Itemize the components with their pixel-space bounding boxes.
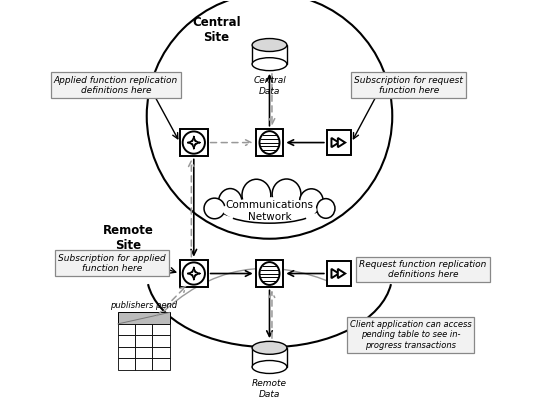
Bar [327,261,351,286]
Polygon shape [331,269,339,278]
Text: Subscription for request
function here: Subscription for request function here [354,75,463,95]
Ellipse shape [259,262,280,285]
Text: Subscription for applied
function here: Subscription for applied function here [58,254,166,273]
Bar [153,347,170,358]
Bar [180,260,208,288]
Circle shape [183,262,205,285]
Bar [153,358,170,370]
Bar [180,129,208,157]
Ellipse shape [252,342,287,354]
Bar [252,45,287,64]
Polygon shape [338,138,345,147]
Bar [255,260,284,288]
Bar [252,348,287,367]
Bar [118,335,135,347]
Ellipse shape [204,198,225,219]
Circle shape [183,131,205,154]
Text: Request function replication
definitions here: Request function replication definitions… [360,260,487,279]
Bar [118,347,135,358]
Ellipse shape [252,39,287,52]
Text: Client application can access
pending table to see in-
progress transactions: Client application can access pending ta… [350,320,472,350]
Bar [135,324,153,335]
Ellipse shape [252,58,287,70]
Ellipse shape [259,131,280,154]
Ellipse shape [220,194,319,223]
Bar [153,335,170,347]
Bar [135,358,153,370]
Text: Communications
Network: Communications Network [225,200,314,222]
Bar [153,324,170,335]
Text: Applied function replication
definitions here: Applied function replication definitions… [54,75,178,95]
Ellipse shape [272,179,301,209]
Ellipse shape [223,197,316,223]
Polygon shape [331,138,339,147]
Bar [118,358,135,370]
Text: Central
Site: Central Site [192,16,240,44]
Bar [118,312,170,324]
Polygon shape [338,269,345,278]
Bar [135,335,153,347]
Circle shape [147,0,392,239]
Text: Remote
Data: Remote Data [252,379,287,398]
Text: Central
Data: Central Data [253,76,286,96]
Text: Remote
Site: Remote Site [103,225,154,253]
Bar [327,130,351,155]
Ellipse shape [242,179,271,211]
Ellipse shape [218,189,242,215]
Ellipse shape [316,199,335,218]
Ellipse shape [300,189,323,213]
Ellipse shape [252,360,287,373]
Text: publishers pend: publishers pend [110,301,177,310]
Bar [135,347,153,358]
Bar [118,324,135,335]
Bar [255,129,284,157]
